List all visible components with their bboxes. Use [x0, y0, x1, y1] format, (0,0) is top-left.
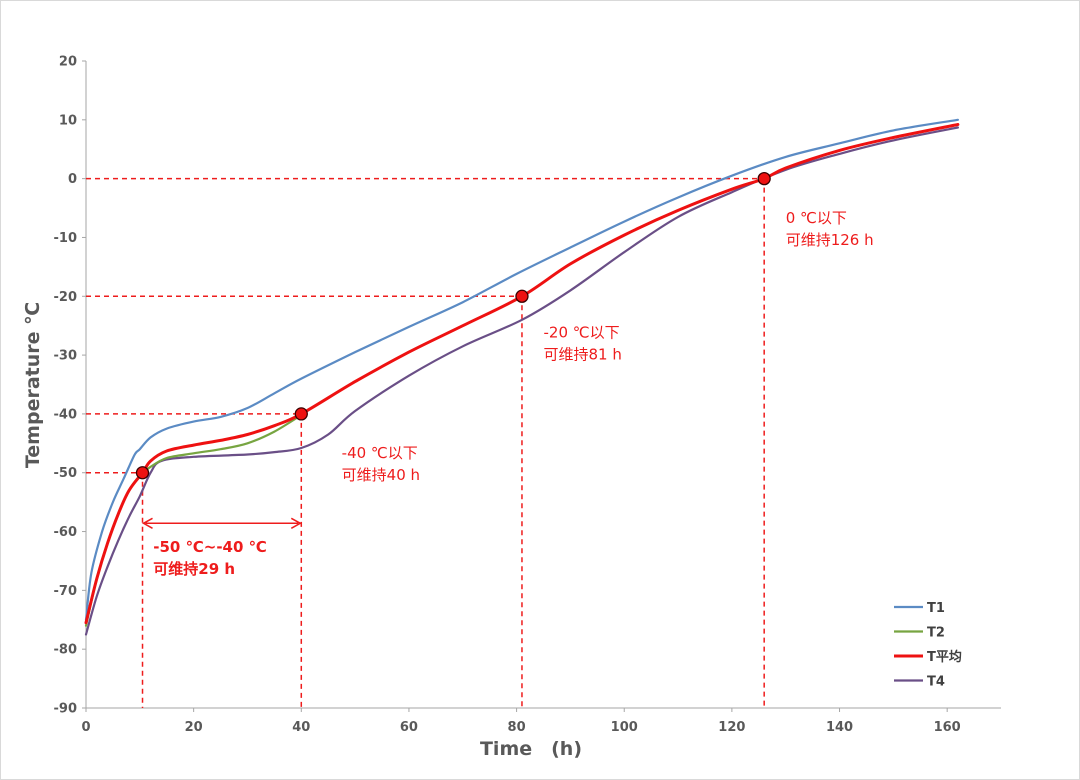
y-tick-label: -90	[54, 702, 78, 717]
x-tick-label: 0	[81, 720, 90, 735]
y-tick-label: -60	[54, 525, 78, 540]
annotation-text: -40 ℃以下	[342, 444, 418, 462]
annotation-text: 可维持126 h	[786, 231, 874, 249]
y-axis-title: Temperature ℃	[22, 302, 44, 468]
x-tick-label: 80	[508, 720, 526, 735]
series-line-T4	[84, 126, 959, 636]
x-tick-label: 120	[718, 720, 745, 735]
y-tick-label: -20	[54, 290, 78, 305]
legend-label: T平均	[927, 649, 962, 665]
y-tick-label: 20	[59, 55, 77, 70]
y-tick-label: -80	[54, 643, 78, 658]
data-marker	[135, 466, 150, 480]
data-marker	[294, 407, 308, 421]
y-tick-label: -10	[54, 231, 78, 246]
annotation-text: 可维持40 h	[342, 466, 420, 484]
y-tick-label: 0	[68, 172, 77, 187]
x-tick-label: 160	[934, 720, 961, 735]
x-tick-label: 140	[826, 720, 853, 735]
y-tick-label: -30	[54, 349, 78, 364]
annotation-text: -50 ℃~-40 ℃	[153, 538, 267, 556]
data-marker	[515, 289, 529, 303]
legend-label: T4	[927, 675, 945, 690]
y-tick-label: -50	[54, 466, 78, 481]
series-line-T2	[84, 414, 303, 627]
x-tick-label: 100	[611, 720, 638, 735]
series-line-T1	[84, 118, 959, 621]
span-arrow-head-right	[290, 517, 302, 529]
x-axis-title: Time (h)	[480, 738, 582, 760]
x-tick-label: 60	[400, 720, 418, 735]
y-tick-label: -40	[54, 407, 78, 422]
annotation-text: 可维持81 h	[544, 345, 622, 363]
annotation-text: 0 ℃以下	[786, 209, 847, 227]
x-tick-label: 20	[185, 720, 203, 735]
annotation-text: -20 ℃以下	[544, 323, 620, 341]
data-marker	[757, 171, 771, 186]
annotation-text: 可维持29 h	[153, 560, 235, 578]
legend-label: T2	[927, 626, 945, 641]
span-arrow-head-left	[141, 517, 153, 529]
y-tick-label: 10	[59, 113, 77, 128]
legend-label: T1	[927, 601, 945, 616]
y-tick-label: -70	[54, 584, 78, 599]
x-tick-label: 40	[292, 720, 310, 735]
